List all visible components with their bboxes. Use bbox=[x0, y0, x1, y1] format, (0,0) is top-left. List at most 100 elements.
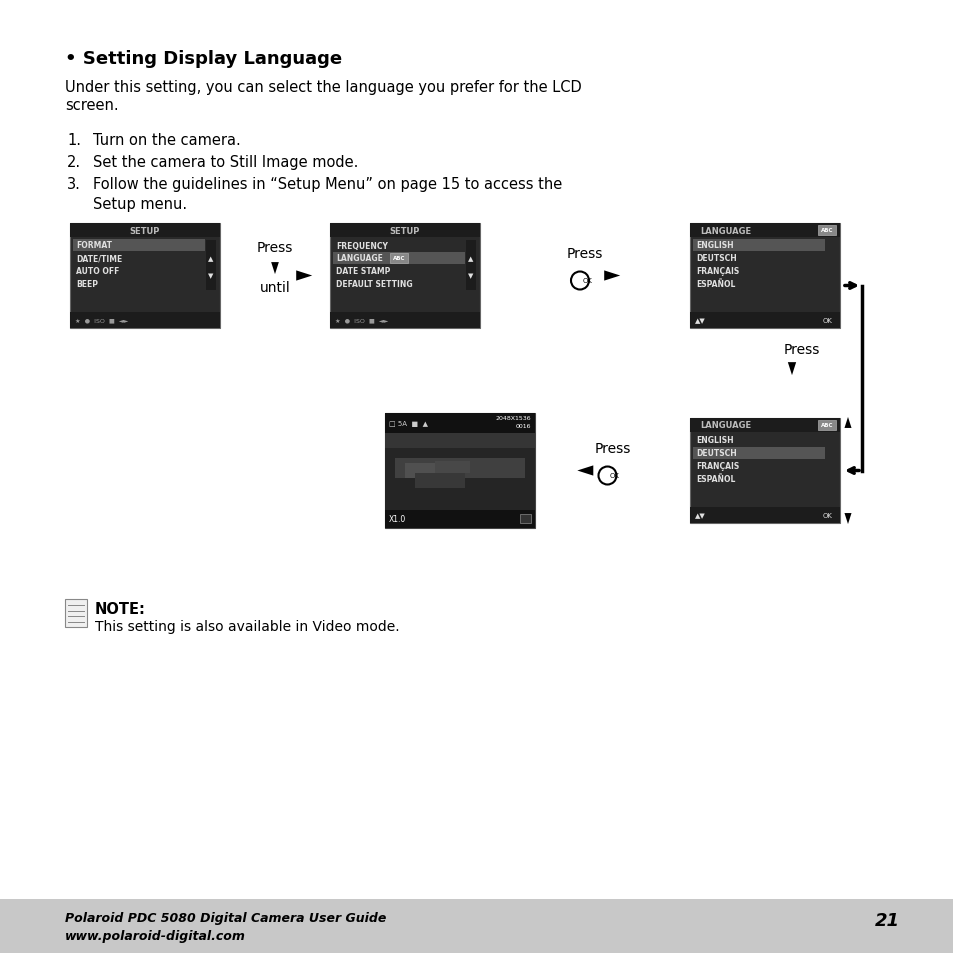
Bar bbox=[330, 224, 479, 329]
Bar bbox=[405, 463, 444, 478]
Polygon shape bbox=[843, 417, 851, 429]
Text: OK: OK bbox=[581, 278, 592, 284]
Bar bbox=[689, 224, 840, 237]
Bar bbox=[415, 474, 464, 489]
Text: DEUTSCH: DEUTSCH bbox=[696, 449, 736, 458]
Text: 0016: 0016 bbox=[515, 424, 531, 429]
Bar bbox=[692, 240, 824, 252]
Text: Follow the guidelines in “Setup Menu” on page 15 to access the: Follow the guidelines in “Setup Menu” on… bbox=[92, 177, 561, 192]
Text: This setting is also available in Video mode.: This setting is also available in Video … bbox=[95, 619, 399, 634]
Bar bbox=[385, 434, 535, 449]
Bar bbox=[689, 418, 840, 433]
Text: Press: Press bbox=[594, 442, 630, 456]
Text: FREQUENCY: FREQUENCY bbox=[335, 241, 388, 251]
Bar bbox=[385, 414, 535, 529]
Text: OK: OK bbox=[609, 473, 619, 479]
Text: LANGUAGE: LANGUAGE bbox=[335, 254, 382, 263]
Text: DEFAULT SETTING: DEFAULT SETTING bbox=[335, 280, 413, 289]
Text: Polaroid PDC 5080 Digital Camera User Guide: Polaroid PDC 5080 Digital Camera User Gu… bbox=[65, 911, 386, 924]
Bar bbox=[385, 511, 535, 529]
Bar bbox=[395, 458, 524, 478]
Text: ESPAÑOL: ESPAÑOL bbox=[696, 475, 735, 484]
Bar bbox=[465, 241, 476, 291]
Bar bbox=[689, 313, 840, 329]
Text: 1.: 1. bbox=[67, 132, 81, 148]
Text: Under this setting, you can select the language you prefer for the LCD: Under this setting, you can select the l… bbox=[65, 80, 581, 95]
Text: screen.: screen. bbox=[65, 98, 118, 112]
Bar bbox=[70, 224, 220, 329]
Text: ▲▼: ▲▼ bbox=[695, 513, 705, 518]
Text: FORMAT: FORMAT bbox=[76, 241, 112, 251]
Text: ABC: ABC bbox=[393, 255, 405, 261]
Bar bbox=[206, 241, 215, 291]
Bar bbox=[817, 420, 835, 431]
Text: Press: Press bbox=[566, 247, 602, 261]
Text: Turn on the camera.: Turn on the camera. bbox=[92, 132, 240, 148]
Text: until: until bbox=[259, 281, 290, 295]
Text: DEUTSCH: DEUTSCH bbox=[696, 254, 736, 263]
Text: ABC: ABC bbox=[820, 229, 832, 233]
Bar bbox=[330, 313, 479, 329]
Bar bbox=[70, 313, 220, 329]
Text: ▼: ▼ bbox=[468, 273, 474, 278]
Text: 2.: 2. bbox=[67, 154, 81, 170]
Circle shape bbox=[571, 273, 588, 291]
Text: DATE STAMP: DATE STAMP bbox=[335, 267, 390, 276]
Bar bbox=[330, 224, 479, 237]
Polygon shape bbox=[787, 363, 796, 375]
Text: ▲: ▲ bbox=[208, 255, 213, 262]
Text: FRANÇAIS: FRANÇAIS bbox=[696, 462, 739, 471]
Text: SETUP: SETUP bbox=[130, 226, 160, 235]
Text: SETUP: SETUP bbox=[390, 226, 419, 235]
Bar bbox=[689, 507, 840, 523]
Text: FRANÇAIS: FRANÇAIS bbox=[696, 267, 739, 276]
Text: Setup menu.: Setup menu. bbox=[92, 196, 187, 212]
Bar bbox=[435, 461, 470, 474]
Text: DATE/TIME: DATE/TIME bbox=[76, 254, 122, 263]
Bar bbox=[70, 224, 220, 237]
Bar bbox=[519, 515, 531, 523]
Text: ★  ●  ISO  ■  ◄►: ★ ● ISO ■ ◄► bbox=[335, 318, 388, 323]
Polygon shape bbox=[603, 271, 619, 281]
Text: 21: 21 bbox=[874, 911, 899, 929]
Bar bbox=[692, 448, 824, 459]
Bar bbox=[385, 434, 535, 511]
Text: 2048X1536: 2048X1536 bbox=[495, 416, 531, 421]
Bar bbox=[73, 240, 205, 252]
Text: Press: Press bbox=[256, 241, 293, 255]
Text: Set the camera to Still Image mode.: Set the camera to Still Image mode. bbox=[92, 154, 358, 170]
Text: ★  ●  ISO  ■  ◄►: ★ ● ISO ■ ◄► bbox=[75, 318, 128, 323]
Bar bbox=[385, 434, 535, 511]
Text: OK: OK bbox=[822, 317, 832, 324]
Bar bbox=[333, 253, 464, 265]
Polygon shape bbox=[271, 263, 278, 274]
Circle shape bbox=[598, 467, 616, 485]
Text: AUTO OFF: AUTO OFF bbox=[76, 267, 119, 276]
Text: NOTE:: NOTE: bbox=[95, 601, 146, 617]
Text: BEEP: BEEP bbox=[76, 280, 98, 289]
Polygon shape bbox=[843, 514, 851, 524]
Text: Press: Press bbox=[783, 343, 820, 356]
Text: ▼: ▼ bbox=[208, 273, 213, 278]
Bar bbox=[0, 899, 953, 953]
Text: • Setting Display Language: • Setting Display Language bbox=[65, 50, 342, 68]
Text: LANGUAGE: LANGUAGE bbox=[700, 226, 750, 235]
Text: ▲: ▲ bbox=[468, 255, 474, 262]
Text: OK: OK bbox=[822, 513, 832, 518]
Text: ESPAÑOL: ESPAÑOL bbox=[696, 280, 735, 289]
Text: ABC: ABC bbox=[820, 423, 832, 428]
Bar bbox=[689, 418, 840, 523]
Bar bbox=[689, 224, 840, 329]
Polygon shape bbox=[577, 466, 593, 476]
Bar bbox=[817, 226, 835, 235]
Text: ENGLISH: ENGLISH bbox=[696, 241, 733, 251]
Text: ▲▼: ▲▼ bbox=[695, 317, 705, 324]
Text: LANGUAGE: LANGUAGE bbox=[700, 421, 750, 430]
Text: X1.0: X1.0 bbox=[389, 515, 406, 524]
Text: ENGLISH: ENGLISH bbox=[696, 436, 733, 445]
Text: www.polaroid-digital.com: www.polaroid-digital.com bbox=[65, 929, 246, 942]
Bar bbox=[65, 599, 87, 627]
Text: 3.: 3. bbox=[67, 177, 81, 192]
Text: □ 5A  ■  ▲: □ 5A ■ ▲ bbox=[389, 420, 428, 427]
Bar bbox=[385, 414, 535, 434]
